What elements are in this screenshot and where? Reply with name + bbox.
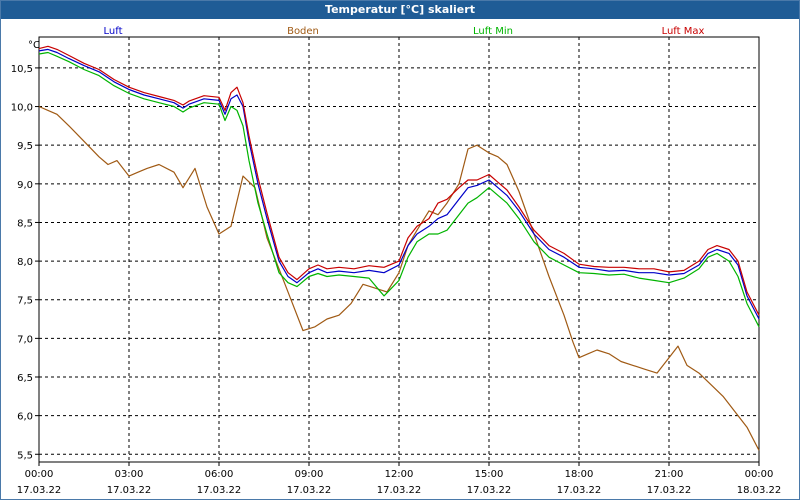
x-tick-date: 17.03.22	[467, 485, 512, 496]
y-axis: 5,5 6,0 6,5 7,0 7,5 8,0 8,5 9,0 9,5 10,0 10,5	[11, 64, 39, 461]
x-tick-date: 17.03.22	[557, 485, 602, 496]
x-tick-time: 21:00	[655, 469, 684, 480]
x-tick-date: 17.03.22	[287, 485, 332, 496]
series-line-luft-min	[38, 51, 760, 328]
window-title: Temperatur [°C] skaliert	[1, 1, 799, 19]
x-tick-date: 17.03.22	[107, 485, 152, 496]
x-tick-time: 00:00	[745, 469, 774, 480]
grid-lines	[39, 37, 759, 462]
x-tick-time: 15:00	[475, 469, 504, 480]
y-tick-label: 7,5	[17, 296, 33, 307]
x-tick-time: 06:00	[205, 469, 234, 480]
legend-item-boden: Boden	[287, 26, 319, 37]
x-tick-date: 17.03.22	[647, 485, 692, 496]
x-axis: 00:00 17.03.22 03:00 17.03.22 06:00 17.03.22 0…	[17, 462, 782, 496]
x-tick-date: 17.03.22	[17, 485, 62, 496]
y-axis-label: °C	[28, 40, 40, 51]
x-tick-date: 17.03.22	[377, 485, 422, 496]
y-tick-label: 9,5	[17, 141, 33, 152]
legend-item-luft-max: Luft Max	[662, 26, 705, 37]
y-tick-label: 5,5	[17, 450, 33, 461]
legend: Luft Boden Luft Min Luft Max	[104, 26, 705, 37]
y-tick-label: 6,0	[17, 412, 33, 423]
x-tick-time: 09:00	[295, 469, 324, 480]
y-tick-label: 10,5	[11, 64, 33, 75]
x-tick-time: 03:00	[115, 469, 144, 480]
series-line-luft	[38, 48, 760, 320]
y-tick-label: 8,0	[17, 257, 33, 268]
y-tick-label: 10,0	[11, 103, 33, 114]
legend-item-luft: Luft	[104, 26, 123, 37]
y-tick-label: 7,0	[17, 334, 33, 345]
y-tick-label: 8,5	[17, 218, 33, 229]
series-lines	[38, 45, 760, 451]
x-tick-date: 17.03.22	[197, 485, 242, 496]
legend-item-luft-min: Luft Min	[473, 26, 513, 37]
y-tick-label: 9,0	[17, 180, 33, 191]
x-tick-date: 18.03.22	[737, 485, 782, 496]
series-line-luft-max	[38, 45, 760, 316]
x-tick-time: 00:00	[25, 469, 54, 480]
x-tick-time: 18:00	[565, 469, 594, 480]
x-tick-time: 12:00	[385, 469, 414, 480]
y-tick-label: 6,5	[17, 373, 33, 384]
